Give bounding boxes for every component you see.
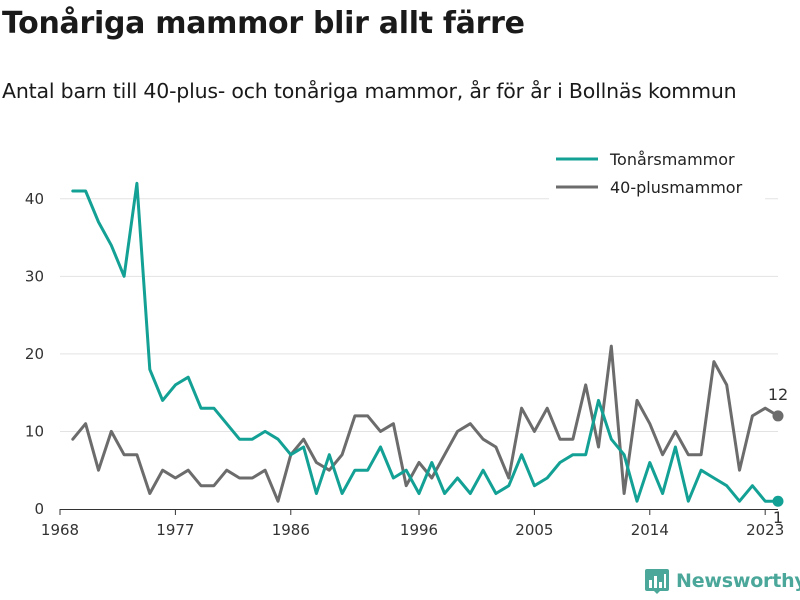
- end-markers: 1 12: [768, 385, 788, 527]
- legend: Tonårsmammor 40-plusmammor: [549, 144, 765, 200]
- x-tick-label: 1996: [400, 521, 438, 539]
- series-line-40-plusmammor: [71, 344, 780, 503]
- x-tick-label: 2005: [515, 521, 553, 539]
- end-value-label: 1: [773, 508, 783, 527]
- y-tick-label: 10: [25, 422, 44, 440]
- x-axis-ticks: 1968 1977 1986 1996 2005 2014 2023: [41, 509, 784, 539]
- y-axis-ticks: 0 10 20 30 40: [25, 190, 44, 518]
- series-lines: [71, 181, 780, 503]
- newsworthy-logo-text: Newsworthy: [676, 570, 800, 592]
- chart-subtitle: Antal barn till 40-plus- och tonåriga ma…: [2, 79, 737, 103]
- x-tick-label: 1968: [41, 521, 79, 539]
- y-tick-label: 40: [25, 190, 44, 208]
- series-line-tonarsmammor: [71, 181, 780, 503]
- end-point-tonarsmammor: [772, 495, 784, 507]
- y-tick-label: 20: [25, 345, 44, 363]
- x-tick-label: 1986: [272, 521, 310, 539]
- end-value-label: 12: [768, 385, 788, 404]
- legend-label: Tonårsmammor: [609, 150, 735, 169]
- legend-label: 40-plusmammor: [610, 178, 743, 197]
- chart-title: Tonåriga mammor blir allt färre: [2, 6, 525, 41]
- y-tick-label: 0: [34, 500, 44, 518]
- y-tick-label: 30: [25, 267, 44, 285]
- legend-background: [549, 144, 765, 200]
- x-tick-label: 2014: [631, 521, 669, 539]
- end-point-40-plusmammor: [772, 410, 784, 422]
- newsworthy-logo[interactable]: Newsworthy: [644, 568, 800, 594]
- newsworthy-logo-icon: [645, 569, 669, 594]
- x-tick-label: 2023: [746, 521, 784, 539]
- x-tick-label: 1977: [156, 521, 194, 539]
